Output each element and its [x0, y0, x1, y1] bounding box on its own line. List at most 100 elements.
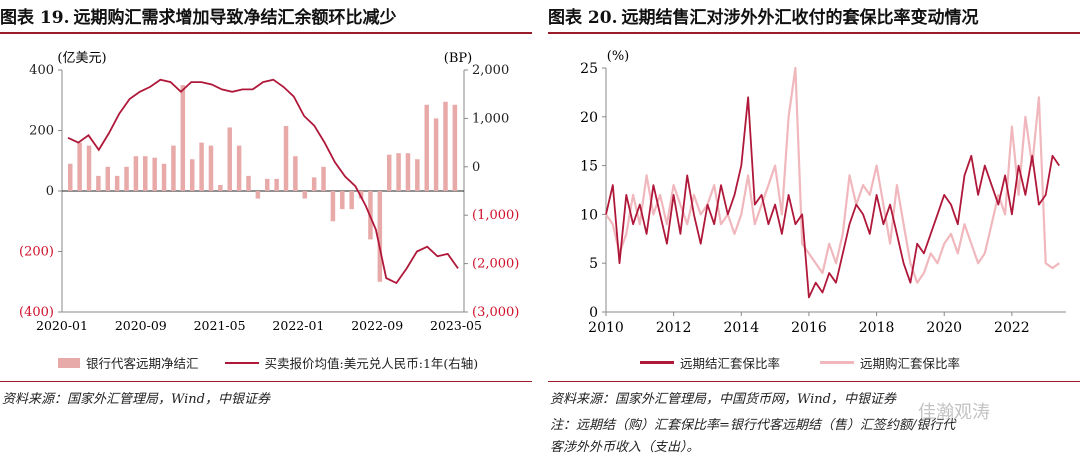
legend-swatch-dark [640, 361, 674, 364]
line-forward-settlement-hedge-ratio [605, 96, 1060, 299]
right-y-tick-label: (1,000) [472, 208, 519, 223]
right-source-text: 资料来源：国家外汇管理局，中国货币网，Wind，中银证券 [550, 392, 896, 407]
right-axis-unit: (BP) [444, 51, 472, 66]
bar-net-forward-settlement [443, 101, 448, 191]
bar-net-forward-settlement [68, 163, 73, 191]
legend-item-line: 买卖报价均值:美元兑人民币:1年(右轴) [224, 353, 479, 372]
left-y-tick-label: 400 [29, 63, 54, 78]
left-source-rule [0, 381, 532, 382]
right-chart-y-tick-label: 15 [580, 159, 598, 175]
left-chart: (亿美元) (BP) 400 200 0 (200) (400) 2,000 1,000 0 (… [19, 51, 519, 333]
right-figure-label: 图表 20. [548, 8, 618, 28]
bar-net-forward-settlement [180, 85, 186, 191]
legend-item-dark: 远期结汇套保比率 [640, 353, 780, 372]
bar-net-forward-settlement [114, 175, 120, 191]
left-y-tick-label: (400) [19, 305, 54, 320]
bar-net-forward-settlement [124, 166, 129, 191]
x-tick-label: 2020-09 [115, 318, 167, 333]
right-chart-y-tick-label: 5 [589, 256, 598, 272]
right-chart-y-tick-label: 0 [589, 305, 598, 321]
bar-net-forward-settlement [302, 191, 308, 199]
left-y-tick-label: (200) [19, 245, 54, 260]
right-chart-y-tick-label: 20 [580, 110, 598, 126]
legend-label-light: 远期购汇套保比率 [860, 356, 961, 371]
right-chart-y-tick-label: 25 [580, 61, 598, 77]
bar-net-forward-settlement [255, 191, 261, 199]
bar-net-forward-settlement [396, 153, 401, 191]
bar-net-forward-settlement [274, 178, 279, 191]
bar-net-forward-settlement [161, 163, 167, 191]
bar-net-forward-settlement [330, 191, 336, 222]
bar-net-forward-settlement [340, 191, 345, 210]
bar-net-forward-settlement [227, 127, 232, 191]
bar-net-forward-settlement [105, 166, 111, 191]
bar-net-forward-settlement [349, 191, 354, 210]
bar-net-forward-settlement [433, 118, 439, 191]
right-chart-x-tick-label: 2022 [994, 320, 1030, 336]
right-chart-y-tick-label: 10 [580, 207, 598, 223]
bar-net-forward-settlement [358, 191, 364, 199]
right-y-tick-label: 1,000 [472, 111, 509, 126]
bar-net-forward-settlement [86, 145, 92, 191]
bar-net-forward-settlement [283, 125, 289, 191]
bar-net-forward-settlement [143, 156, 148, 191]
bar-net-forward-settlement [77, 142, 82, 191]
right-source-rule [548, 381, 1080, 382]
legend-label-dark: 远期结汇套保比率 [680, 356, 781, 371]
x-tick-label: 2023-05 [430, 318, 482, 333]
bar-net-forward-settlement [189, 159, 195, 191]
left-source-text: 资料来源：国家外汇管理局，Wind，中银证券 [2, 392, 270, 407]
x-tick-label: 2020-01 [36, 318, 88, 333]
bar-net-forward-settlement [424, 104, 429, 191]
legend-label-bar: 银行代客远期净结汇 [86, 356, 199, 371]
left-figure-title-text: 远期购汇需求增加导致净结汇余额环比减少 [73, 8, 397, 28]
legend-swatch-bar [58, 357, 80, 368]
bar-net-forward-settlement [452, 104, 458, 191]
bar-net-forward-settlement [208, 145, 214, 191]
legend-swatch-line [224, 361, 259, 364]
right-figure-title-text: 远期结售汇对涉外外汇收付的套保比率变动情况 [621, 8, 979, 28]
left-axis-unit: (亿美元) [57, 51, 106, 66]
bar-net-forward-settlement [415, 159, 420, 191]
right-chart-x-tick-label: 2010 [588, 320, 624, 336]
right-chart: (%) 0 5 10 15 20 25 2010 2012 2014 2016 2018 2020 20… [580, 49, 1066, 336]
bar-net-forward-settlement [265, 178, 270, 191]
watermark: 佳瀚观涛 [918, 402, 990, 423]
bar-net-forward-settlement [405, 153, 411, 191]
right-y-tick-label: 2,000 [472, 63, 509, 78]
bar-net-forward-settlement [218, 184, 223, 191]
bar-net-forward-settlement [246, 175, 251, 191]
x-tick-label: 2022-09 [351, 318, 403, 333]
right-chart-y-unit: (%) [607, 49, 630, 64]
right-y-tick-label: 0 [472, 160, 480, 175]
x-tick-label: 2022-01 [272, 318, 324, 333]
right-chart-x-tick-label: 2020 [926, 320, 962, 336]
right-y-tick-label: (2,000) [472, 257, 519, 272]
bar-net-forward-settlement [96, 175, 101, 191]
bar-net-forward-settlement [293, 156, 298, 191]
right-figure-panel: 图表 20. 远期结售汇对涉外外汇收付的套保比率变动情况 (%) 0 5 10 15 20… [548, 0, 1080, 462]
x-tick-label: 2021-05 [194, 318, 246, 333]
legend-label-line: 买卖报价均值:美元兑人民币:1年(右轴) [264, 356, 479, 371]
bar-net-forward-settlement [236, 145, 242, 191]
legend-item-bar: 银行代客远期净结汇 [58, 353, 199, 372]
right-legend: 远期结汇套保比率 远期购汇套保比率 [640, 353, 960, 372]
right-y-tick-label: (3,000) [472, 305, 519, 320]
legend-item-light: 远期购汇套保比率 [820, 353, 960, 372]
legend-swatch-light [820, 361, 855, 364]
bar-net-forward-settlement [152, 157, 157, 191]
left-y-tick-label: 200 [29, 124, 54, 139]
right-figure-title: 图表 20. 远期结售汇对涉外外汇收付的套保比率变动情况 [548, 6, 1080, 34]
left-figure-title: 图表 19. 远期购汇需求增加导致净结汇余额环比减少 [0, 6, 532, 34]
right-chart-x-tick-label: 2016 [791, 320, 827, 336]
bar-net-forward-settlement [311, 177, 317, 191]
right-chart-x-tick-label: 2012 [656, 320, 692, 336]
line-usdcny-1y-swap-points [67, 78, 459, 285]
right-note-line1: 注：远期结（购）汇套保比率=银行代客远期结（售）汇签约额/银行代 [550, 418, 956, 433]
left-figure-label: 图表 19. [0, 8, 70, 28]
left-legend: 银行代客远期净结汇 买卖报价均值:美元兑人民币:1年(右轴) [58, 353, 478, 372]
left-y-tick-label: 0 [46, 184, 54, 199]
bar-net-forward-settlement [386, 154, 392, 191]
bar-net-forward-settlement [133, 156, 139, 191]
bar-net-forward-settlement [321, 166, 326, 191]
